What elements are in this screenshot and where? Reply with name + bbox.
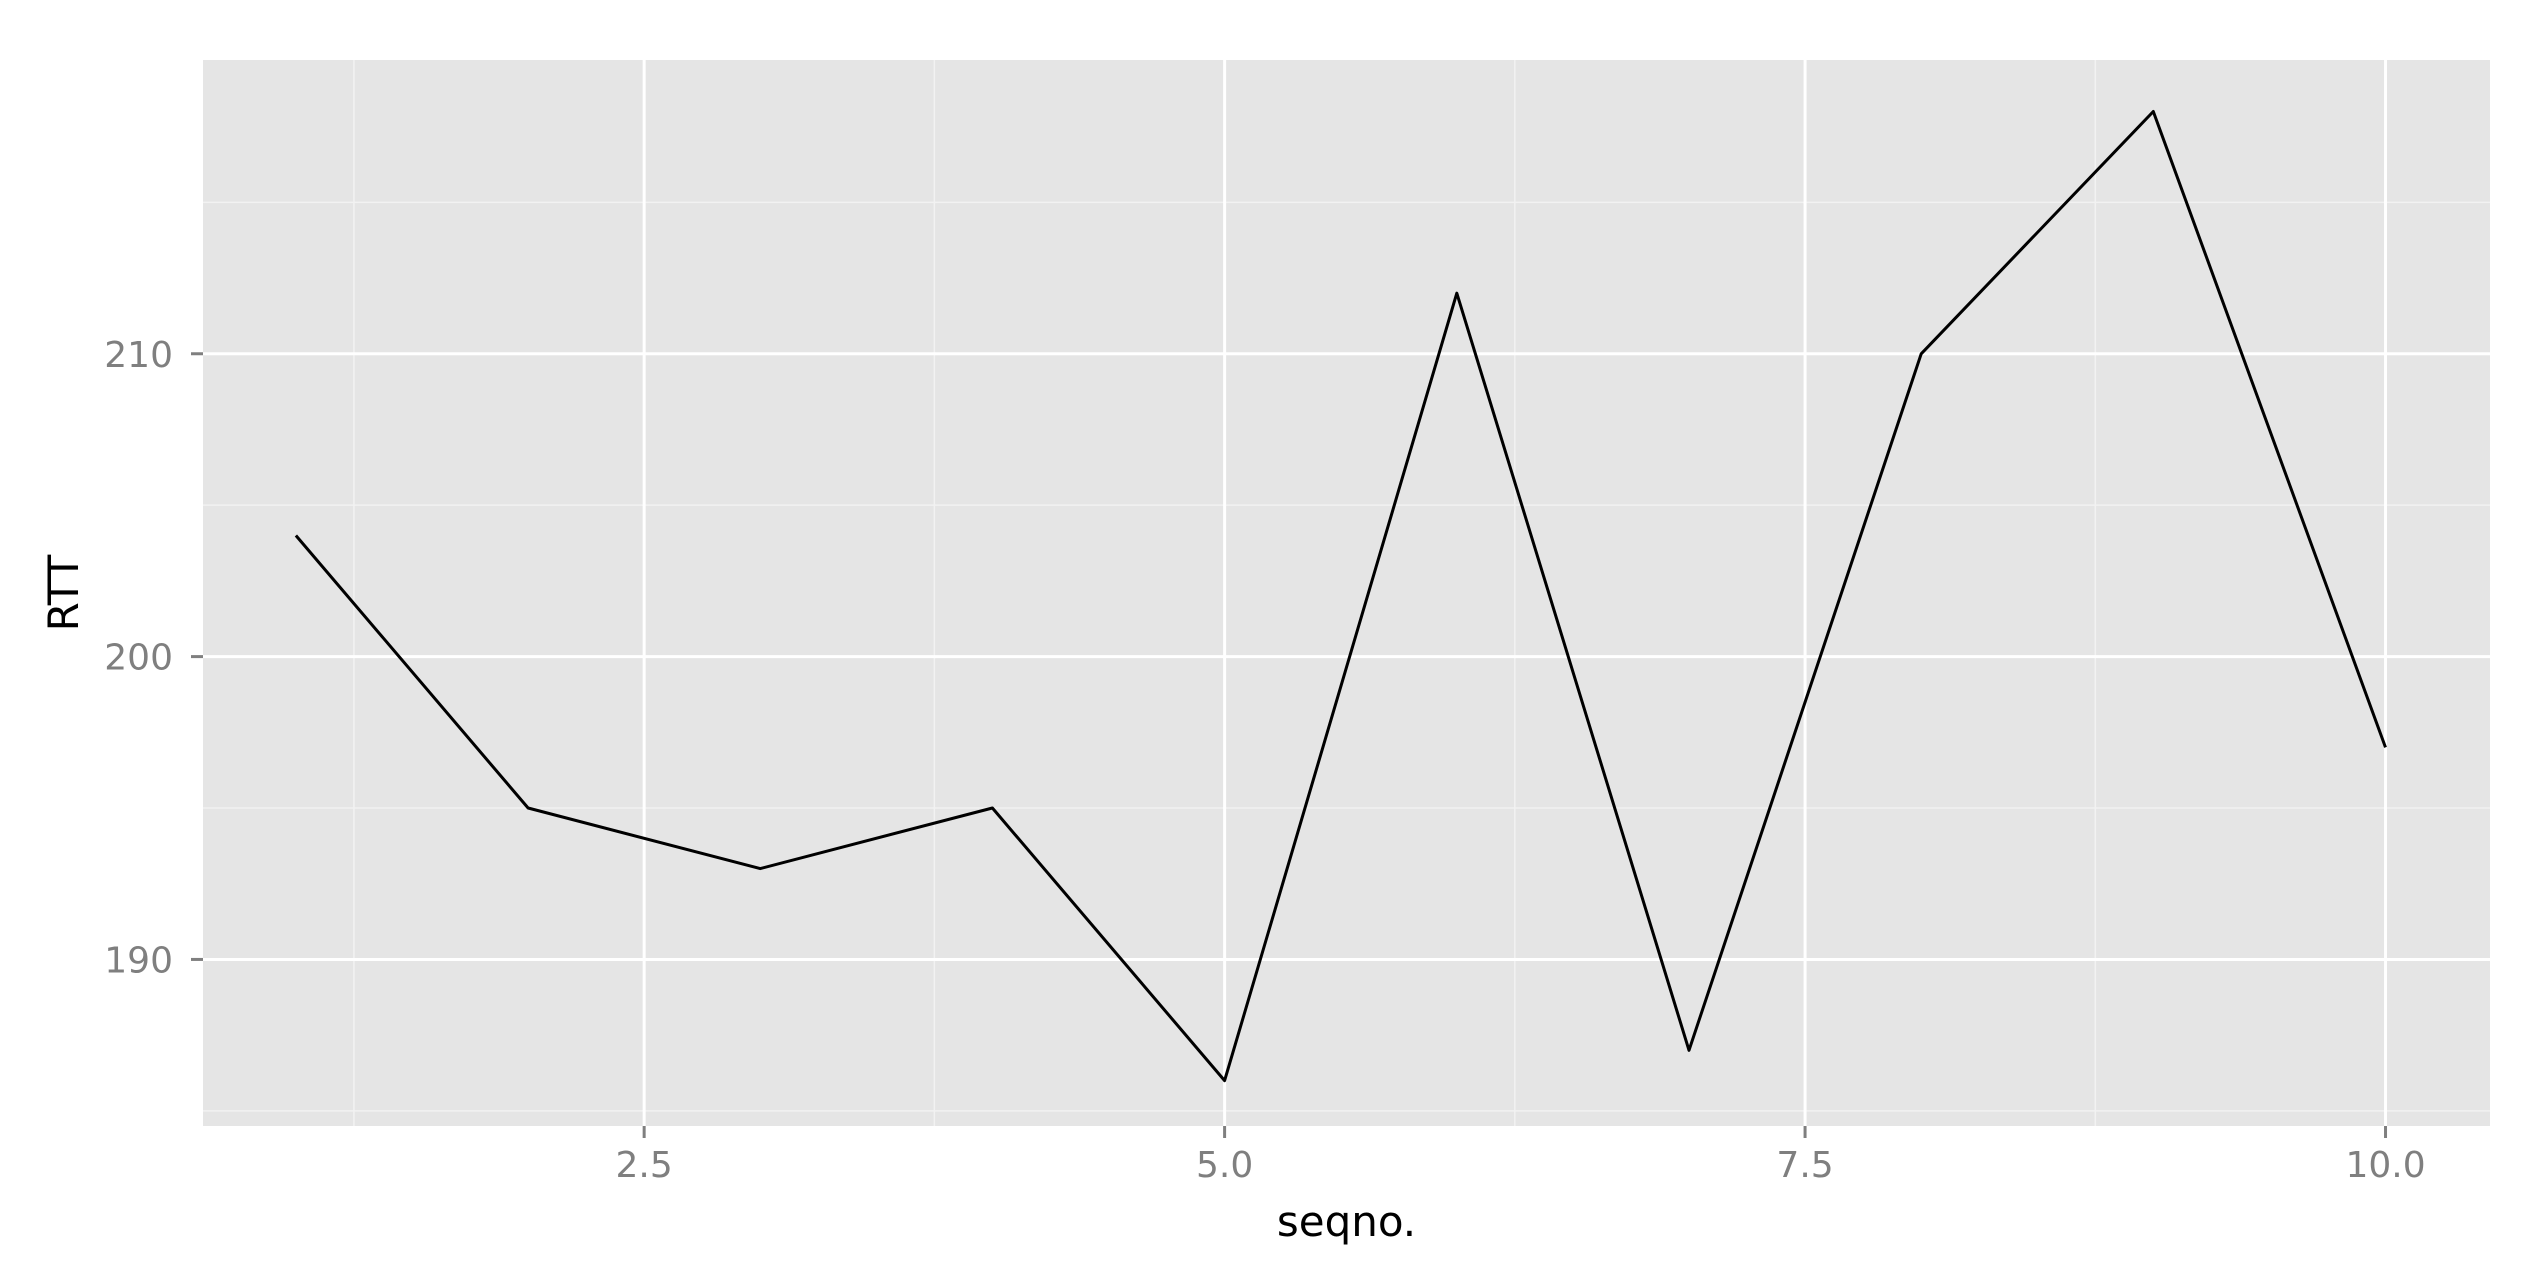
- minor-gridlines: [203, 60, 2490, 1126]
- x-tick-label: 10.0: [2345, 1145, 2425, 1186]
- x-tick-label: 5.0: [1196, 1145, 1253, 1186]
- x-axis-title: seqno.: [1277, 1197, 1416, 1246]
- x-tick-label: 2.5: [616, 1145, 673, 1186]
- y-tick-label: 210: [104, 335, 173, 376]
- x-tick-label: 7.5: [1776, 1145, 1833, 1186]
- y-tick-label: 190: [104, 940, 173, 981]
- y-axis-title: RTT: [39, 554, 88, 631]
- plot-panel: [203, 60, 2490, 1126]
- x-axis-ticks: 2.5 5.0 7.5 10.0: [616, 1126, 2426, 1186]
- major-gridlines: [203, 60, 2490, 1126]
- y-tick-label: 200: [104, 638, 173, 679]
- y-axis-ticks: 190 200 210: [104, 335, 203, 981]
- series-line: [294, 110, 2387, 1083]
